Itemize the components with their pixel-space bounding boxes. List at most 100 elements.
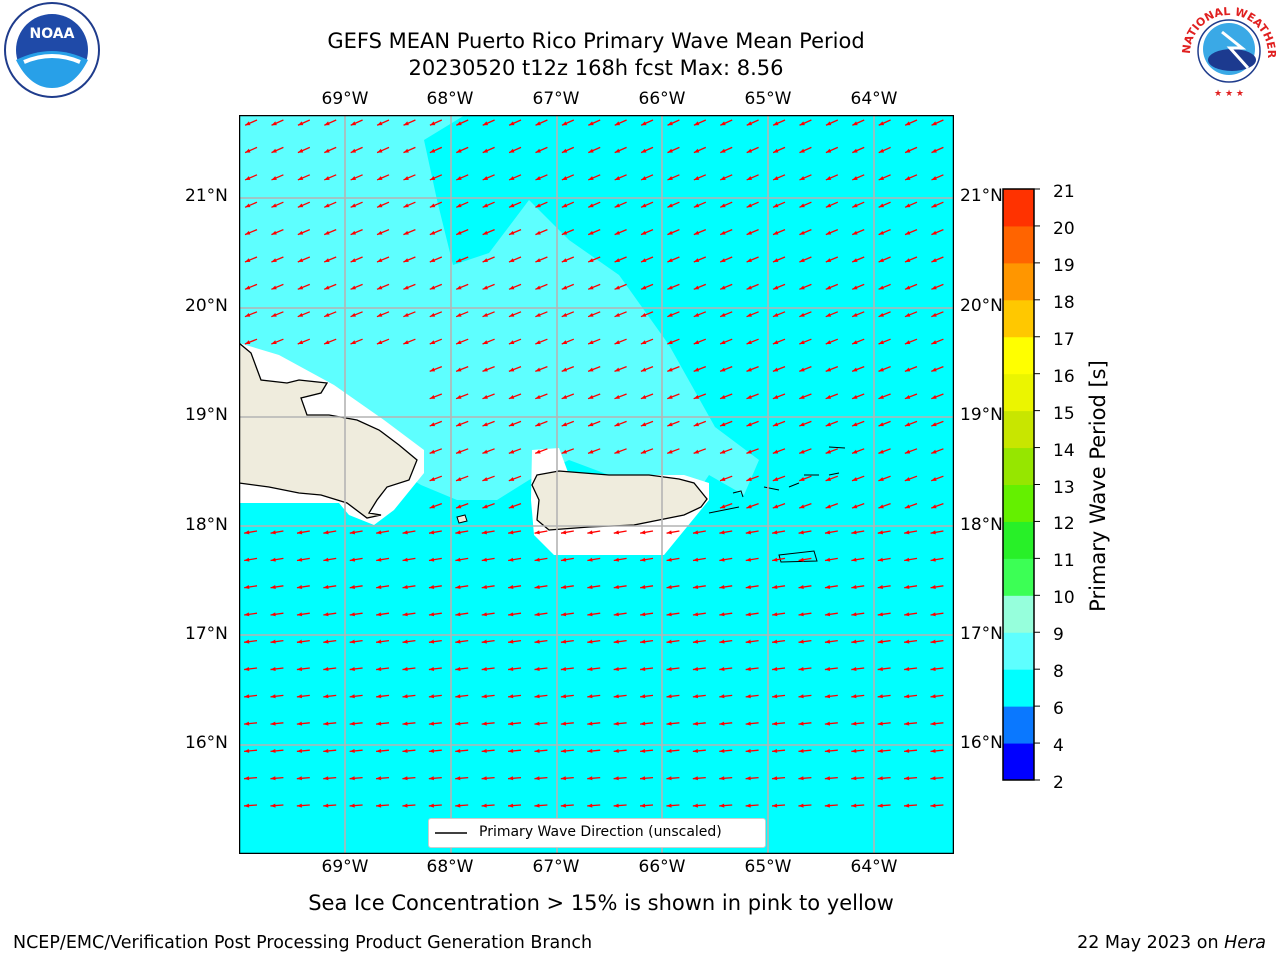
wave-arrow-head	[825, 230, 832, 235]
wave-arrow-head	[799, 340, 805, 345]
wave-arrow-head	[878, 367, 884, 372]
wave-arrow-head	[271, 285, 277, 290]
wave-arrow-head	[851, 803, 857, 808]
wave-arrow-head	[719, 639, 725, 644]
wave-arrow-head	[561, 148, 568, 153]
wave-arrow-head	[588, 121, 594, 126]
wave-arrow-head	[297, 230, 304, 235]
wave-arrow-head	[772, 666, 778, 671]
wave-arrow-head	[904, 504, 911, 509]
lat-label-left: 17°N	[185, 624, 228, 644]
wave-arrow-head	[904, 530, 910, 535]
colorbar-tick-label: 21	[1053, 182, 1075, 202]
lat-label-right: 21°N	[960, 186, 1003, 206]
wave-arrow-head	[350, 312, 356, 317]
generation-date: 22 May 2023 on Hera	[1077, 933, 1266, 953]
wave-arrow-head	[456, 449, 462, 454]
wave-arrow-head	[667, 258, 673, 262]
wave-arrow-head	[376, 585, 382, 589]
wave-arrow-head	[824, 585, 831, 589]
wave-arrow-head	[349, 666, 355, 671]
map-legend: Primary Wave Direction (unscaled)	[428, 818, 766, 848]
lon-label-top: 64°W	[850, 89, 898, 109]
wave-arrow-head	[746, 285, 752, 290]
wave-arrow-head	[245, 203, 251, 208]
lon-label-bottom: 67°W	[532, 857, 580, 877]
wave-arrow-head	[666, 530, 672, 535]
wave-arrow-head	[270, 530, 276, 535]
wave-arrow-head	[692, 612, 699, 617]
wave-arrow-head	[270, 585, 276, 589]
wave-arrow-head	[535, 367, 541, 372]
wave-arrow-head	[799, 449, 805, 454]
colorbar-segment	[1003, 669, 1034, 707]
wave-arrow-head	[852, 340, 858, 345]
wave-arrow-head	[508, 340, 515, 345]
lon-label-bottom: 64°W	[850, 857, 898, 877]
wave-arrow-head	[482, 504, 488, 509]
wave-arrow-head	[825, 340, 832, 345]
wave-arrow-head	[904, 367, 911, 372]
colorbar-tick-label: 8	[1053, 662, 1064, 683]
wave-arrow-head	[825, 504, 831, 509]
colorbar-segment	[1003, 262, 1034, 301]
wave-arrow-head	[825, 258, 832, 262]
wave-arrow-head	[852, 176, 858, 180]
wave-arrow-head	[824, 721, 831, 726]
wave-arrow-head	[534, 639, 540, 644]
colorbar-segment	[1003, 484, 1034, 522]
wave-arrow-head	[904, 449, 911, 454]
wave-arrow-head	[349, 721, 355, 726]
wave-arrow-head	[588, 285, 594, 290]
wave-arrow-head	[244, 748, 250, 753]
wave-arrow-head	[244, 530, 250, 535]
wave-arrow-head	[692, 694, 699, 699]
wave-arrow-head	[930, 666, 936, 671]
wave-arrow-head	[930, 721, 936, 726]
wave-arrow-head	[402, 530, 408, 535]
wave-arrow-head	[428, 612, 435, 617]
wave-arrow-head	[270, 557, 276, 562]
wave-arrow-head	[508, 694, 514, 699]
wave-arrow-head	[403, 203, 409, 208]
chart-subtitle: 20230520 t12z 168h fcst Max: 8.56	[408, 56, 784, 80]
wave-arrow-head	[456, 312, 462, 317]
wave-arrow-head	[509, 230, 515, 235]
wave-arrow-head	[271, 258, 277, 262]
wave-arrow-head	[613, 557, 620, 562]
colorbar-segment	[1003, 373, 1034, 412]
wave-arrow-head	[746, 230, 753, 235]
wave-arrow-head	[667, 340, 673, 345]
wave-arrow-head	[482, 477, 488, 481]
wave-arrow-head	[535, 121, 541, 126]
wave-arrow-head	[245, 230, 251, 235]
wave-arrow-head	[429, 504, 435, 509]
wave-arrow-head	[904, 340, 911, 345]
wave-arrow-head	[296, 694, 303, 699]
wave-arrow-head	[535, 258, 541, 262]
wave-arrow-head	[587, 748, 593, 753]
wave-arrow-head	[772, 340, 779, 345]
lon-label-bottom: 69°W	[321, 857, 369, 877]
wave-arrow-head	[693, 230, 700, 235]
wave-arrow-head	[693, 258, 700, 262]
wave-arrow-head	[587, 803, 593, 808]
wave-arrow-head	[692, 639, 699, 644]
wave-arrow-head	[429, 449, 436, 454]
wave-arrow-head	[428, 557, 435, 562]
wave-arrow-head	[772, 612, 778, 617]
wave-arrow-head	[746, 449, 752, 454]
mona-island	[456, 514, 468, 524]
wave-arrow-head	[455, 666, 461, 671]
wave-arrow-head	[244, 612, 250, 617]
wave-arrow-head	[852, 395, 858, 399]
wave-arrow-head	[428, 721, 435, 726]
wave-arrow-head	[640, 585, 646, 589]
wave-arrow-head	[772, 639, 778, 644]
wave-arrow-head	[350, 230, 357, 235]
wave-arrow-head	[904, 803, 910, 808]
wave-arrow-head	[323, 803, 329, 808]
wave-arrow-head	[746, 422, 752, 427]
wave-arrow-head	[324, 340, 330, 345]
wave-arrow-head	[904, 477, 911, 481]
